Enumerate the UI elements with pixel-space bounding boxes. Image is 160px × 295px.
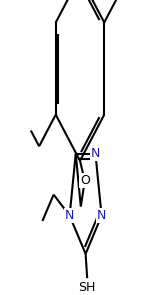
Text: SH: SH [79,281,96,294]
Text: N: N [97,209,106,222]
Text: N: N [91,147,100,160]
Text: N: N [65,209,74,222]
Text: O: O [80,174,90,187]
